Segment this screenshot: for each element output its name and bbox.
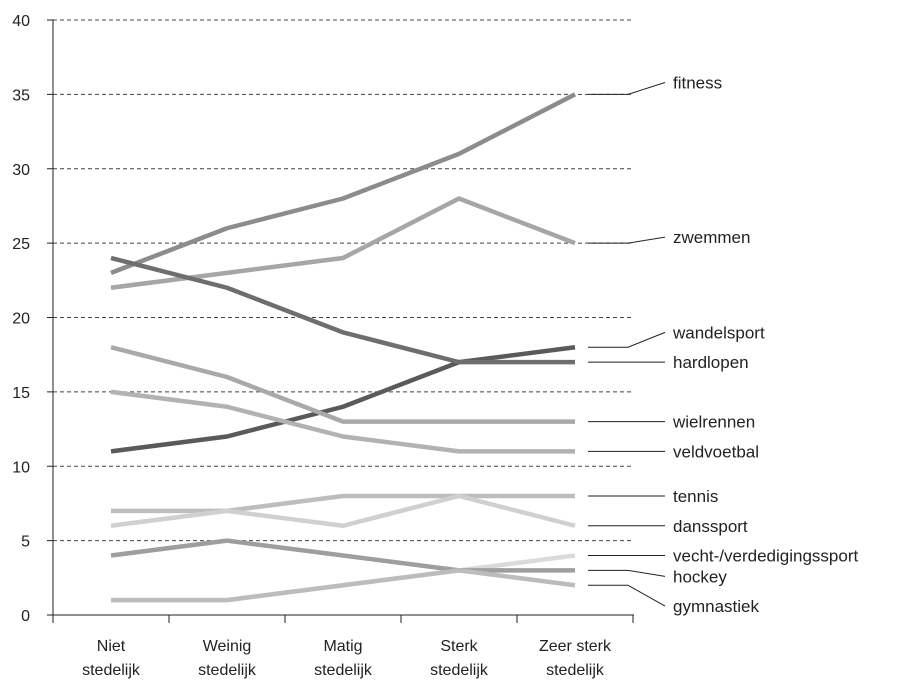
leader-line-gymnastiek	[588, 585, 665, 606]
leader-line-zwemmen	[588, 237, 665, 243]
x-tick-label-4-1: stedelijk	[546, 662, 605, 679]
x-axis-ticks: Niet stedelijk Weinig stedelijk Matig stedeli…	[53, 615, 633, 679]
x-tick-label-2-0: Matig	[323, 638, 362, 655]
y-tick-label-5: 5	[21, 534, 30, 551]
y-tick-label-25: 25	[12, 236, 30, 253]
series-line-hardlopen	[111, 258, 575, 362]
leader-line-hockey	[588, 570, 665, 576]
x-tick-label-1-0: Weinig	[203, 638, 252, 655]
y-tick-label-10: 10	[12, 459, 30, 476]
series-label-vecht-verdedigingssport: vecht-/verdedigingssport	[673, 547, 858, 566]
series-label-wandelsport: wandelsport	[672, 323, 765, 342]
series-label-wielrennen: wielrennen	[672, 413, 755, 432]
series-label-hockey: hockey	[673, 567, 727, 586]
x-tick-label-3-1: stedelijk	[430, 662, 489, 679]
y-tick-label-30: 30	[12, 162, 30, 179]
x-tick-label-2-1: stedelijk	[314, 662, 373, 679]
series-label-fitness: fitness	[673, 73, 722, 92]
gridlines	[53, 20, 634, 541]
x-tick-label-1-1: stedelijk	[198, 662, 257, 679]
y-tick-label-20: 20	[12, 311, 30, 328]
series-lines	[111, 94, 575, 600]
y-axis-ticks: 0 5 10 15 20 25 30 35 40	[12, 13, 53, 625]
series-label-gymnastiek: gymnastiek	[673, 597, 759, 616]
x-tick-label-3-0: Sterk	[440, 638, 478, 655]
series-label-hardlopen: hardlopen	[673, 353, 749, 372]
series-label-danssport: danssport	[673, 517, 748, 536]
y-tick-label-35: 35	[12, 87, 30, 104]
x-tick-label-0-1: stedelijk	[82, 662, 141, 679]
series-label-tennis: tennis	[673, 487, 718, 506]
series-line-gymnastiek	[111, 570, 575, 600]
x-tick-label-4-0: Zeer sterk	[539, 638, 612, 655]
leader-line-wandelsport	[588, 332, 665, 347]
series-label-veldvoetbal: veldvoetbal	[673, 442, 759, 461]
series-label-zwemmen: zwemmen	[673, 228, 750, 247]
x-tick-label-0-0: Niet	[97, 638, 126, 655]
y-tick-label-40: 40	[12, 13, 30, 30]
leader-line-fitness	[588, 82, 665, 94]
series-line-fitness	[111, 94, 575, 273]
series-labels: fitness zwemmen wandelsport hardlopen wielre…	[588, 73, 858, 616]
y-tick-label-15: 15	[12, 385, 30, 402]
y-tick-label-0: 0	[21, 608, 30, 625]
